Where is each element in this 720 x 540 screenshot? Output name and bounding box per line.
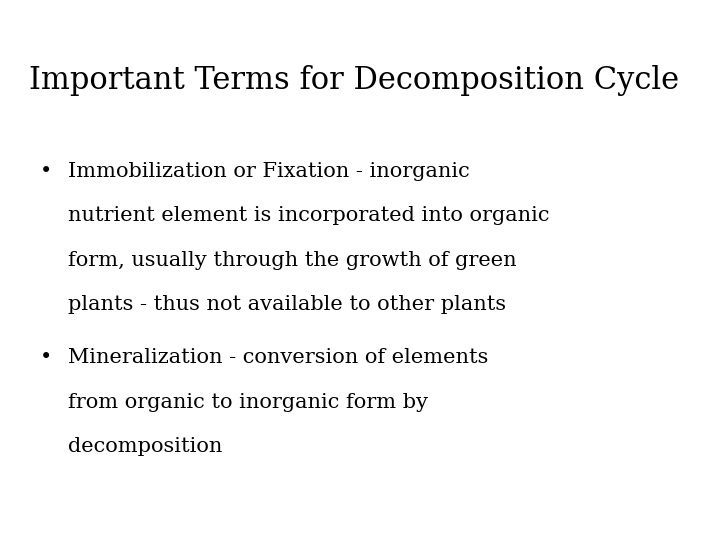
Text: •: • (40, 348, 52, 367)
Text: plants - thus not available to other plants: plants - thus not available to other pla… (68, 295, 507, 314)
Text: Important Terms for Decomposition Cycle: Important Terms for Decomposition Cycle (29, 65, 679, 96)
Text: nutrient element is incorporated into organic: nutrient element is incorporated into or… (68, 206, 550, 225)
Text: from organic to inorganic form by: from organic to inorganic form by (68, 393, 428, 411)
Text: form, usually through the growth of green: form, usually through the growth of gree… (68, 251, 517, 269)
Text: •: • (40, 162, 52, 181)
Text: Immobilization or Fixation - inorganic: Immobilization or Fixation - inorganic (68, 162, 470, 181)
Text: Mineralization - conversion of elements: Mineralization - conversion of elements (68, 348, 489, 367)
Text: decomposition: decomposition (68, 437, 222, 456)
